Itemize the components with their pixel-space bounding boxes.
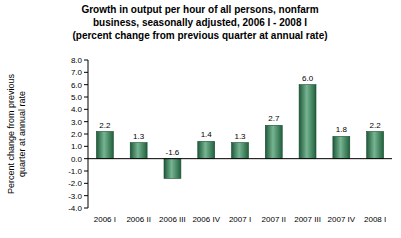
y-tick-label: 7.0 bbox=[71, 68, 83, 77]
y-tick-label: 3.0 bbox=[71, 118, 83, 127]
y-tick-label: -4.0 bbox=[68, 204, 82, 213]
y-tick bbox=[84, 158, 88, 159]
y-tick bbox=[84, 109, 88, 110]
bar bbox=[96, 132, 113, 159]
y-tick-label: 5.0 bbox=[71, 93, 83, 102]
y-tick-label: 0.0 bbox=[71, 155, 83, 164]
bar bbox=[232, 143, 249, 159]
y-tick bbox=[84, 208, 88, 209]
title: Growth in output per hour of all persons… bbox=[72, 4, 327, 41]
bar bbox=[333, 136, 350, 158]
y-tick bbox=[84, 60, 88, 61]
y-tick-label: -1.0 bbox=[68, 167, 82, 176]
x-tick-label: 2007 III bbox=[294, 215, 321, 224]
data-label: 1.3 bbox=[234, 132, 246, 141]
x-tick-label: 2008 I bbox=[364, 215, 386, 224]
x-tick-label: 2006 III bbox=[159, 215, 186, 224]
bar bbox=[198, 141, 215, 158]
bar bbox=[299, 85, 316, 159]
x-tick-label: 2006 I bbox=[94, 215, 116, 224]
data-label: 6.0 bbox=[302, 74, 314, 83]
data-label: 1.8 bbox=[336, 125, 348, 134]
chart: Growth in output per hour of all persons… bbox=[0, 0, 401, 238]
y-tick-label: 4.0 bbox=[71, 105, 83, 114]
zero-line bbox=[88, 158, 392, 159]
y-tick bbox=[84, 72, 88, 73]
y-tick-label: 1.0 bbox=[71, 142, 83, 151]
y-tick bbox=[84, 183, 88, 184]
y-tick bbox=[84, 146, 88, 147]
data-label: -1.6 bbox=[166, 148, 180, 157]
y-tick bbox=[84, 121, 88, 122]
x-tick-label: 2006 IV bbox=[192, 215, 220, 224]
bar bbox=[130, 143, 147, 159]
y-tick-label: -3.0 bbox=[68, 192, 82, 201]
y-tick-label: -2.0 bbox=[68, 179, 82, 188]
data-label: 2.2 bbox=[370, 121, 382, 130]
y-tick bbox=[84, 97, 88, 98]
y-tick-label: 2.0 bbox=[71, 130, 83, 139]
y-tick-label: 8.0 bbox=[71, 56, 83, 65]
data-label: 1.3 bbox=[133, 132, 145, 141]
data-label: 1.4 bbox=[201, 130, 213, 139]
bars bbox=[96, 85, 383, 179]
y-tick bbox=[84, 171, 88, 172]
data-label: 2.2 bbox=[99, 121, 111, 130]
x-tick-label: 2007 II bbox=[262, 215, 286, 224]
bar bbox=[367, 132, 384, 159]
bar bbox=[265, 125, 282, 158]
data-label: 2.7 bbox=[268, 114, 280, 123]
y-tick bbox=[84, 84, 88, 85]
y-tick-label: 6.0 bbox=[71, 81, 83, 90]
y-axis-label: Percent change from previousquarter at a… bbox=[6, 73, 27, 194]
bar bbox=[164, 159, 181, 179]
x-tick-label: 2007 IV bbox=[328, 215, 356, 224]
x-tick-label: 2007 I bbox=[229, 215, 251, 224]
y-tick bbox=[84, 195, 88, 196]
y-tick bbox=[84, 134, 88, 135]
x-tick-label: 2006 II bbox=[126, 215, 150, 224]
